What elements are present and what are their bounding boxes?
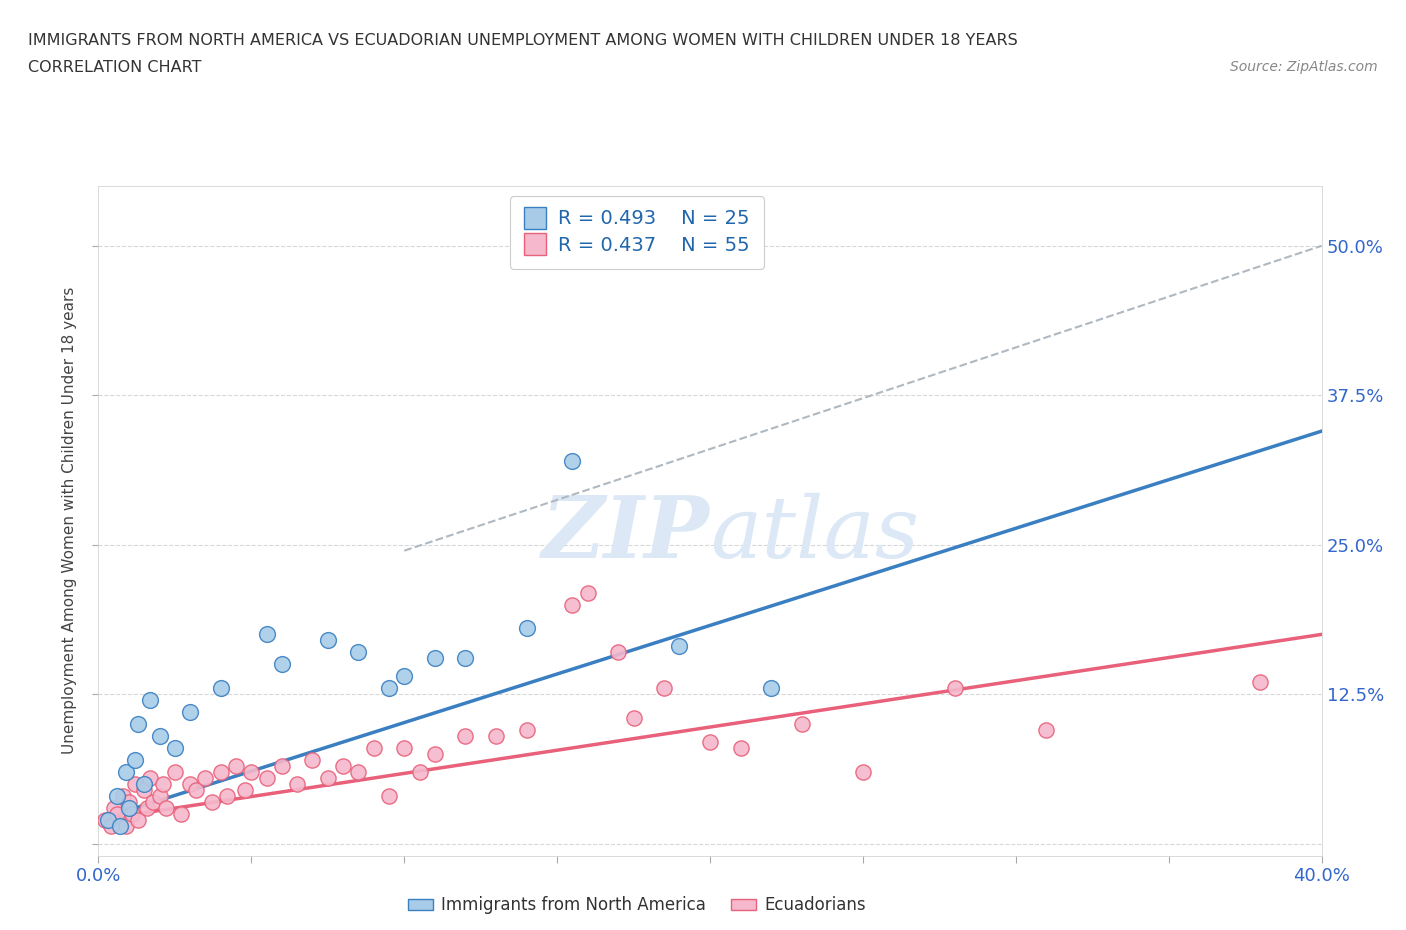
Point [301,752,323,767]
Point [852,764,875,779]
Point [285,777,308,791]
Point [105,789,128,804]
Point [200,794,222,809]
Point [155,801,177,816]
Point [118,801,141,816]
Point [668,639,690,654]
Point [423,651,446,666]
Point [139,770,162,785]
Point [111,789,134,804]
Point [316,770,339,785]
Point [270,657,292,671]
Point [124,777,146,791]
Point [93,812,115,827]
Point [485,728,508,743]
Point [209,681,232,696]
Point [152,777,174,791]
Point [332,759,354,774]
Point [256,770,278,785]
Point [127,717,149,732]
Point [516,621,538,636]
Point [179,705,201,720]
Text: Source: ZipAtlas.com: Source: ZipAtlas.com [1230,60,1378,74]
Point [1249,675,1271,690]
Point [118,794,141,809]
Point [100,818,122,833]
Point [561,597,583,612]
Point [134,777,156,791]
Point [209,764,232,779]
Text: atlas: atlas [710,493,920,576]
Point [363,740,385,755]
Point [347,644,370,659]
Point [378,681,401,696]
Text: CORRELATION CHART: CORRELATION CHART [28,60,201,75]
Point [121,806,143,821]
Point [454,728,477,743]
Point [142,794,165,809]
Text: ZIP: ZIP [543,493,710,576]
Point [408,764,430,779]
Point [124,752,146,767]
Point [115,764,138,779]
Point [127,812,149,827]
Point [730,740,752,755]
Point [103,801,125,816]
Point [233,782,256,797]
Point [392,740,416,755]
Point [576,585,599,600]
Point [134,782,156,797]
Point [136,801,159,816]
Text: IMMIGRANTS FROM NORTH AMERICA VS ECUADORIAN UNEMPLOYMENT AMONG WOMEN WITH CHILDR: IMMIGRANTS FROM NORTH AMERICA VS ECUADOR… [28,33,1018,47]
Point [943,681,966,696]
Point [115,818,138,833]
Point [139,693,162,708]
Y-axis label: Unemployment Among Women with Children Under 18 years: Unemployment Among Women with Children U… [62,287,77,754]
Point [316,633,339,648]
Point [240,764,263,779]
Point [105,806,128,821]
Point [149,728,172,743]
Point [516,723,538,737]
Legend: Immigrants from North America, Ecuadorians: Immigrants from North America, Ecuadoria… [401,890,872,921]
Point [149,789,172,804]
Point [194,770,217,785]
Point [347,764,370,779]
Point [423,747,446,762]
Point [759,681,782,696]
Point [1035,723,1057,737]
Point [652,681,675,696]
Point [97,812,120,827]
Point [163,764,186,779]
Point [790,717,813,732]
Point [607,644,630,659]
Point [256,627,278,642]
Point [623,711,645,725]
Point [561,454,583,469]
Point [179,777,201,791]
Point [270,759,292,774]
Point [378,789,401,804]
Point [186,782,208,797]
Point [170,806,193,821]
Point [225,759,247,774]
Point [454,651,477,666]
Point [215,789,238,804]
Point [163,740,186,755]
Point [108,818,131,833]
Point [392,669,416,684]
Point [699,735,721,750]
